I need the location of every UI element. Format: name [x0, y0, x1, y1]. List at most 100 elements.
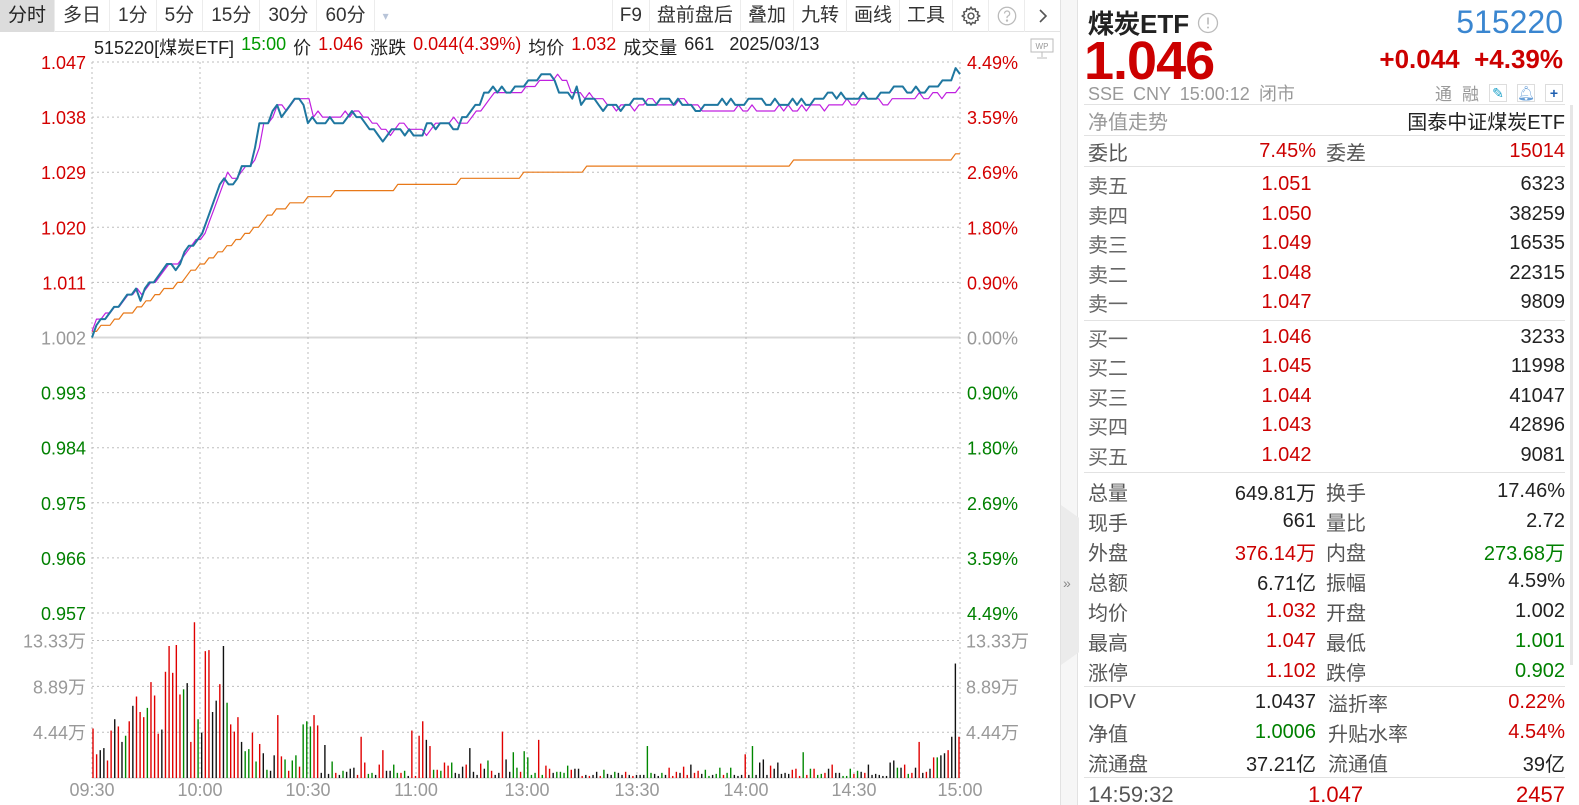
quote-info-line: 515220[煤炭ETF] 15:00 价 1.046 涨跌 0.044(4.3… — [94, 34, 819, 58]
order-book-row[interactable]: 卖三 1.049 16535 — [1078, 229, 1579, 259]
order-book-row[interactable]: 买三 1.044 41047 — [1078, 382, 1579, 412]
stat-row: 流通盘 37.21亿 流通值 39亿 — [1078, 747, 1579, 777]
level-volume: 38259 — [1509, 202, 1565, 225]
y-axis-label: 1.029 — [41, 163, 86, 183]
plus-icon[interactable]: + — [1545, 83, 1563, 102]
stat-label: 总量 — [1088, 482, 1128, 505]
stat-value: 1.102 — [1265, 659, 1316, 682]
stat-value: 649.81万 — [1234, 482, 1316, 505]
level-price: 1.049 — [1261, 232, 1312, 255]
stat-label: 现手 — [1088, 512, 1128, 535]
stat-label: IOPV — [1088, 690, 1136, 713]
y-axis-label: 0.966 — [41, 549, 86, 569]
order-book-row[interactable]: 买五 1.042 9081 — [1078, 441, 1579, 471]
level-label: 买一 — [1088, 328, 1128, 351]
tick-volume: 2457 — [1516, 782, 1565, 805]
tab-15min[interactable]: 15分 — [203, 0, 261, 32]
x-axis-label: 15:00 — [937, 780, 982, 800]
y-axis-pct-label: 0.90% — [967, 384, 1018, 404]
quote-tags: 通 融 ✎ 🔔︎ + — [1435, 80, 1563, 105]
gear-icon[interactable] — [952, 0, 988, 32]
order-ratio-label: 委比 — [1088, 142, 1128, 165]
y-axis-pct-label: 0.00% — [967, 329, 1018, 349]
change-label: 涨跌 — [370, 38, 407, 58]
level-label: 卖三 — [1088, 235, 1128, 258]
x-axis-label: 10:00 — [177, 780, 222, 800]
last-price: 1.046 — [1084, 31, 1215, 91]
overlay-button[interactable]: 叠加 — [739, 0, 793, 32]
stat-value: 376.14万 — [1234, 542, 1316, 565]
change-value: 0.044(4.39%) — [413, 34, 522, 54]
chart-toolbar: 分时 多日 1分 5分 15分 30分 60分 ▾ F9 盘前盘后 叠加 九转 … — [0, 0, 1060, 32]
stat-value: 1.001 — [1514, 629, 1565, 652]
quote-panel: 煤炭ETF 515220 1.046 +0.044 +4.39% SSE CNY… — [1078, 0, 1579, 805]
nav-trend-link[interactable]: 净值走势 — [1088, 111, 1168, 134]
stat-label: 均价 — [1088, 602, 1128, 625]
security-code: 515220 — [1456, 4, 1563, 40]
stat-value: 39亿 — [1522, 753, 1565, 776]
stat-row: IOPV 1.0437 溢折率 0.22% — [1078, 687, 1579, 717]
tab-60min[interactable]: 60分 — [317, 0, 375, 32]
double-chevron-right-icon[interactable]: » — [1063, 575, 1071, 591]
order-book-row[interactable]: 卖五 1.051 6323 — [1078, 170, 1579, 200]
volume-axis-label: 8.89万 — [966, 677, 1019, 697]
order-book-row[interactable]: 买四 1.043 42896 — [1078, 411, 1579, 441]
level-volume: 6323 — [1520, 173, 1566, 196]
draw-line-button[interactable]: 画线 — [845, 0, 899, 32]
intraday-chart[interactable]: 1.047 4.49% 1.038 3.59% 1.029 2.69% 1.020 1.80%… — [0, 0, 1060, 805]
stat-label: 跌停 — [1326, 662, 1366, 685]
tab-5min[interactable]: 5分 — [157, 0, 204, 32]
chevron-right-icon[interactable] — [1024, 0, 1060, 32]
tab-multi-day[interactable]: 多日 — [55, 0, 111, 32]
help-icon[interactable] — [988, 0, 1024, 32]
quote-time: 15:00 — [241, 34, 287, 54]
wp-monitor-icon[interactable]: WP — [1030, 38, 1054, 59]
stat-value: 1.0437 — [1254, 690, 1316, 713]
tick-time: 14:59:32 — [1088, 782, 1174, 805]
bell-icon[interactable]: 🔔︎ — [1517, 83, 1535, 102]
collapse-tab[interactable] — [1061, 505, 1079, 665]
tab-30min[interactable]: 30分 — [260, 0, 318, 32]
tools-button[interactable]: 工具 — [898, 0, 952, 32]
y-axis-label: 1.020 — [41, 218, 86, 238]
panel-splitter[interactable]: » — [1060, 0, 1079, 805]
f9-button[interactable]: F9 — [611, 0, 649, 32]
level-price: 1.051 — [1261, 173, 1312, 196]
order-book-row[interactable]: 买二 1.045 11998 — [1078, 352, 1579, 382]
volume-axis-label: 4.44万 — [966, 723, 1019, 743]
panel-scrollbar[interactable] — [1570, 105, 1573, 665]
currency: CNY — [1133, 84, 1171, 104]
level-label: 卖五 — [1088, 176, 1128, 199]
y-axis-pct-label: 4.49% — [967, 604, 1018, 624]
y-axis-label: 1.011 — [42, 273, 86, 293]
stat-row: 涨停 1.102 跌停 0.902 — [1078, 656, 1579, 686]
y-axis-label: 0.993 — [41, 384, 86, 404]
change-amount: +0.044 — [1379, 44, 1460, 74]
more-periods-icon[interactable]: ▾ — [382, 8, 389, 23]
order-book-row[interactable]: 卖四 1.050 38259 — [1078, 200, 1579, 230]
change-percent: +4.39% — [1474, 44, 1563, 74]
level-price: 1.042 — [1261, 443, 1312, 466]
avg-price-line — [92, 153, 960, 332]
order-book-row[interactable]: 卖二 1.048 22315 — [1078, 259, 1579, 289]
y-axis-label: 0.975 — [41, 494, 86, 514]
info-icon[interactable] — [1197, 12, 1219, 34]
code-name: 515220[煤炭ETF] — [94, 38, 235, 58]
volume-axis-label: 4.44万 — [33, 723, 86, 743]
y-axis-pct-label: 3.59% — [967, 108, 1018, 128]
level-price: 1.050 — [1261, 202, 1312, 225]
tab-1min[interactable]: 1分 — [110, 0, 157, 32]
stat-value: 1.0006 — [1254, 720, 1316, 743]
pre-post-market-button[interactable]: 盘前盘后 — [648, 0, 740, 32]
order-book-row[interactable]: 买一 1.046 3233 — [1078, 323, 1579, 353]
nine-turn-button[interactable]: 九转 — [792, 0, 846, 32]
pencil-icon[interactable]: ✎ — [1489, 83, 1507, 102]
level-price: 1.043 — [1261, 414, 1312, 437]
market-meta: SSE CNY 15:00:12 闭市 — [1088, 80, 1295, 106]
tab-intraday[interactable]: 分时 — [0, 0, 56, 32]
stat-label: 量比 — [1326, 512, 1366, 535]
y-axis-pct-label: 1.80% — [967, 218, 1018, 238]
order-book-row[interactable]: 卖一 1.047 9809 — [1078, 288, 1579, 318]
level-price: 1.047 — [1261, 291, 1312, 314]
